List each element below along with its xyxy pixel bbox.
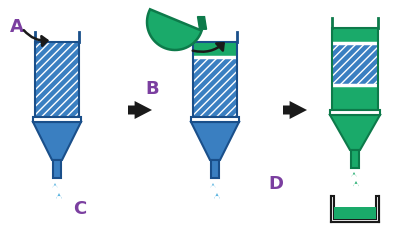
- Polygon shape: [33, 122, 81, 160]
- Polygon shape: [332, 28, 378, 110]
- Polygon shape: [193, 42, 237, 117]
- Polygon shape: [332, 85, 378, 110]
- Polygon shape: [35, 42, 79, 117]
- Polygon shape: [193, 57, 237, 117]
- Polygon shape: [33, 117, 81, 122]
- Polygon shape: [331, 196, 379, 222]
- Polygon shape: [193, 42, 237, 57]
- Text: A: A: [10, 18, 24, 36]
- Polygon shape: [353, 181, 359, 186]
- Polygon shape: [214, 193, 220, 199]
- Text: C: C: [73, 200, 86, 218]
- Polygon shape: [191, 122, 239, 160]
- Polygon shape: [56, 193, 62, 199]
- Polygon shape: [283, 101, 307, 119]
- Polygon shape: [332, 28, 378, 43]
- Text: D: D: [268, 175, 283, 193]
- Polygon shape: [128, 101, 152, 119]
- Polygon shape: [330, 115, 380, 150]
- Polygon shape: [334, 207, 376, 219]
- Polygon shape: [330, 110, 380, 115]
- Polygon shape: [198, 17, 206, 29]
- Polygon shape: [35, 42, 79, 117]
- Polygon shape: [53, 183, 58, 188]
- Text: B: B: [145, 80, 159, 98]
- Polygon shape: [191, 117, 239, 122]
- Polygon shape: [53, 160, 61, 178]
- Polygon shape: [352, 172, 356, 177]
- Polygon shape: [210, 183, 215, 188]
- Polygon shape: [211, 160, 219, 178]
- Polygon shape: [332, 43, 378, 85]
- Polygon shape: [147, 9, 202, 50]
- Polygon shape: [351, 150, 359, 168]
